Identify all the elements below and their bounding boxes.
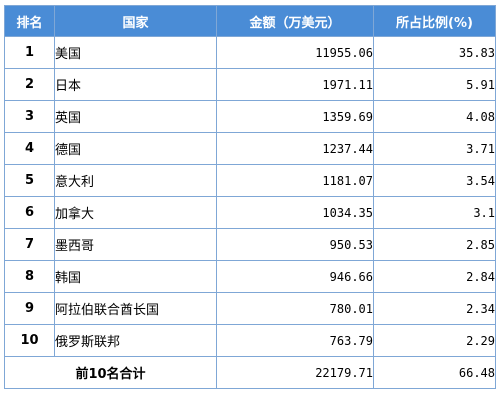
rank-cell: 5 <box>4 164 55 197</box>
table-row: 10 俄罗斯联邦 763.79 2.29 <box>4 324 496 357</box>
share-cell: 3.1 <box>373 196 496 229</box>
country-cell: 英国 <box>54 100 217 133</box>
amount-cell: 763.79 <box>216 324 374 357</box>
share-cell: 2.85 <box>373 228 496 261</box>
share-cell: 3.54 <box>373 164 496 197</box>
share-cell: 2.84 <box>373 260 496 293</box>
share-cell: 2.34 <box>373 292 496 325</box>
rank-cell: 8 <box>4 260 55 293</box>
share-cell: 2.29 <box>373 324 496 357</box>
table-row: 3 英国 1359.69 4.08 <box>4 100 496 133</box>
amount-cell: 1034.35 <box>216 196 374 229</box>
rank-cell: 3 <box>4 100 55 133</box>
header-row: 排名 国家 金额（万美元） 所占比例(%) <box>4 5 496 37</box>
country-cell: 德国 <box>54 132 217 165</box>
amount-cell: 1237.44 <box>216 132 374 165</box>
amount-cell: 11955.06 <box>216 36 374 69</box>
country-cell: 墨西哥 <box>54 228 217 261</box>
amount-cell: 950.53 <box>216 228 374 261</box>
amount-cell: 1181.07 <box>216 164 374 197</box>
header-amount: 金额（万美元） <box>216 5 374 37</box>
header-country: 国家 <box>54 5 217 37</box>
amount-cell: 946.66 <box>216 260 374 293</box>
table-row: 4 德国 1237.44 3.71 <box>4 132 496 165</box>
table-row: 6 加拿大 1034.35 3.1 <box>4 196 496 229</box>
total-share: 66.48 <box>373 356 496 389</box>
country-cell: 意大利 <box>54 164 217 197</box>
rank-cell: 7 <box>4 228 55 261</box>
table-row: 2 日本 1971.11 5.91 <box>4 68 496 101</box>
share-cell: 5.91 <box>373 68 496 101</box>
rank-cell: 10 <box>4 324 55 357</box>
share-cell: 3.71 <box>373 132 496 165</box>
header-rank: 排名 <box>4 5 55 37</box>
table-header: 排名 国家 金额（万美元） 所占比例(%) <box>4 5 496 37</box>
country-cell: 美国 <box>54 36 217 69</box>
rank-cell: 1 <box>4 36 55 69</box>
rank-cell: 9 <box>4 292 55 325</box>
table-row: 9 阿拉伯联合酋长国 780.01 2.34 <box>4 292 496 325</box>
table-row: 8 韩国 946.66 2.84 <box>4 260 496 293</box>
country-cell: 日本 <box>54 68 217 101</box>
rank-cell: 4 <box>4 132 55 165</box>
country-cell: 阿拉伯联合酋长国 <box>54 292 217 325</box>
table-row: 7 墨西哥 950.53 2.85 <box>4 228 496 261</box>
table-body: 1 美国 11955.06 35.83 2 日本 1971.11 5.91 3 … <box>4 36 496 389</box>
table-row: 5 意大利 1181.07 3.54 <box>4 164 496 197</box>
total-amount: 22179.71 <box>216 356 374 389</box>
total-row: 前10名合计 22179.71 66.48 <box>4 356 496 389</box>
share-cell: 4.08 <box>373 100 496 133</box>
amount-cell: 780.01 <box>216 292 374 325</box>
country-cell: 俄罗斯联邦 <box>54 324 217 357</box>
rank-cell: 2 <box>4 68 55 101</box>
share-cell: 35.83 <box>373 36 496 69</box>
rank-cell: 6 <box>4 196 55 229</box>
table-row: 1 美国 11955.06 35.83 <box>4 36 496 69</box>
country-cell: 韩国 <box>54 260 217 293</box>
total-label: 前10名合计 <box>4 356 217 389</box>
amount-cell: 1359.69 <box>216 100 374 133</box>
country-cell: 加拿大 <box>54 196 217 229</box>
amount-cell: 1971.11 <box>216 68 374 101</box>
ranking-table: 排名 国家 金额（万美元） 所占比例(%) 1 美国 11955.06 35.8… <box>4 5 496 389</box>
header-share: 所占比例(%) <box>373 5 496 37</box>
